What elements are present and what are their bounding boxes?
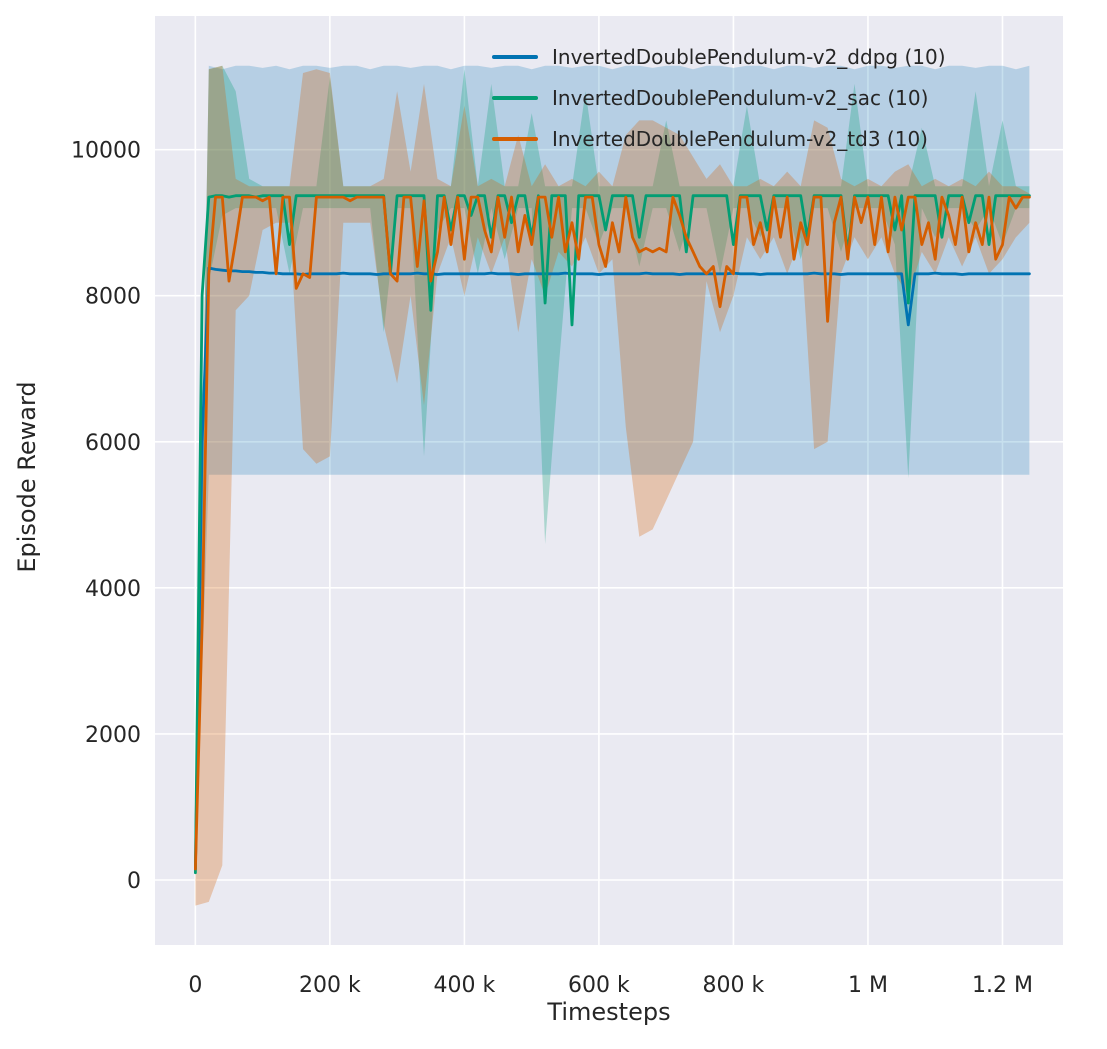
- y-axis-label: Episode Reward: [13, 381, 41, 573]
- y-tick-label: 4000: [85, 577, 141, 602]
- legend-label: InvertedDoublePendulum-v2_td3 (10): [552, 126, 928, 151]
- series-line: [193, 194, 1031, 875]
- x-tick-label: 0: [188, 973, 202, 998]
- legend-item: InvertedDoublePendulum-v2_sac (10): [492, 77, 946, 118]
- y-tick-label: 0: [127, 869, 141, 894]
- x-axis-label: Timesteps: [547, 998, 671, 1026]
- legend-line-swatch-ddpg: [492, 54, 538, 59]
- series-line: [193, 266, 1031, 871]
- x-tick-label: 600 k: [568, 973, 630, 998]
- y-tick-label: 2000: [85, 723, 141, 748]
- x-tick-label: 200 k: [299, 973, 361, 998]
- confidence-band: [195, 65, 1030, 873]
- legend-item: InvertedDoublePendulum-v2_td3 (10): [492, 118, 946, 159]
- x-tick-label: 800 k: [703, 973, 765, 998]
- legend: InvertedDoublePendulum-v2_ddpg (10) Inve…: [492, 36, 946, 159]
- plot-background: [155, 16, 1063, 945]
- legend-item: InvertedDoublePendulum-v2_ddpg (10): [492, 36, 946, 77]
- y-tick-label: 10000: [71, 139, 141, 164]
- y-tick-label: 6000: [85, 431, 141, 456]
- legend-label: InvertedDoublePendulum-v2_sac (10): [552, 85, 929, 110]
- x-tick-label: 1.2 M: [972, 973, 1033, 998]
- x-tick-label: 400 k: [434, 973, 496, 998]
- x-tick-label: 1 M: [848, 973, 888, 998]
- series-line: [193, 195, 1031, 871]
- legend-line-swatch-sac: [492, 95, 538, 100]
- y-tick-label: 8000: [85, 285, 141, 310]
- confidence-band: [195, 65, 1030, 906]
- legend-label: InvertedDoublePendulum-v2_ddpg (10): [552, 44, 946, 69]
- legend-line-swatch-td3: [492, 136, 538, 141]
